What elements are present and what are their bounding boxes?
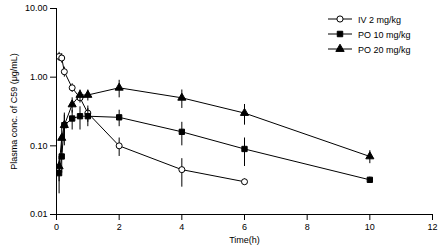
svg-text:0.10: 0.10 bbox=[30, 141, 48, 151]
svg-text:0: 0 bbox=[54, 222, 59, 232]
svg-text:6: 6 bbox=[242, 222, 247, 232]
svg-text:IV 2 mg/kg: IV 2 mg/kg bbox=[358, 15, 401, 25]
svg-text:Plasma conc. of C59 (μg/mL): Plasma conc. of C59 (μg/mL) bbox=[9, 53, 19, 170]
svg-text:10.00: 10.00 bbox=[25, 3, 48, 13]
svg-text:12: 12 bbox=[427, 222, 437, 232]
svg-text:8: 8 bbox=[305, 222, 310, 232]
svg-text:PO 10 mg/kg: PO 10 mg/kg bbox=[358, 30, 411, 40]
svg-text:PO 20 mg/kg: PO 20 mg/kg bbox=[358, 45, 411, 55]
svg-text:10: 10 bbox=[365, 222, 375, 232]
svg-text:2: 2 bbox=[117, 222, 122, 232]
svg-text:4: 4 bbox=[179, 222, 184, 232]
svg-text:0.01: 0.01 bbox=[30, 209, 48, 219]
svg-text:1.00: 1.00 bbox=[30, 72, 48, 82]
svg-text:Time(h): Time(h) bbox=[229, 235, 260, 245]
